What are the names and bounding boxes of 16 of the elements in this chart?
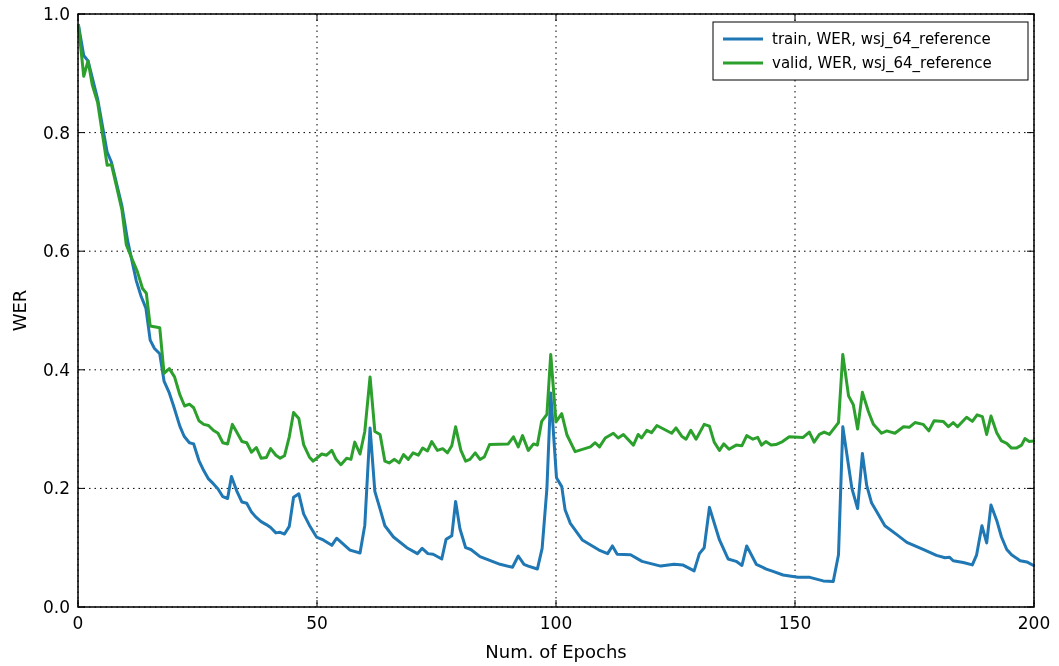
x-tick-label: 0 (72, 613, 84, 633)
line-series (76, 23, 1036, 467)
legend-label: train, WER, wsj_64_reference (772, 30, 991, 49)
x-axis-title: Num. of Epochs (485, 641, 627, 662)
legend-label: valid, WER, wsj_64_reference (772, 54, 992, 73)
y-tick-label: 0.0 (42, 597, 70, 617)
y-tick-label: 0.2 (42, 478, 70, 499)
y-axis-title: WER (9, 289, 30, 332)
x-tick-label: 150 (778, 613, 812, 633)
y-tick-label: 1.0 (42, 4, 70, 24)
y-tick-label: 0.6 (42, 241, 70, 262)
y-tick-label: 0.4 (42, 359, 70, 380)
x-tick-label: 50 (306, 613, 328, 633)
y-tick-label: 0.8 (42, 122, 70, 143)
x-tick-label: 200 (1017, 613, 1051, 633)
x-tick-label: 100 (539, 613, 573, 633)
